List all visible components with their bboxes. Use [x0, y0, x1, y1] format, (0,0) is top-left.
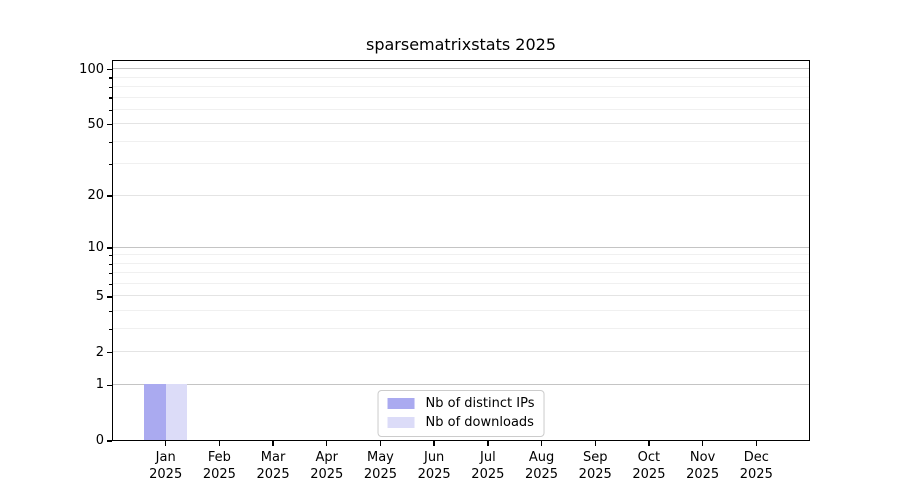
y-minor-tick-mark	[109, 109, 112, 111]
y-tick-label: 50	[87, 116, 104, 132]
x-tick-mark	[701, 441, 704, 446]
x-tick-mark	[755, 441, 757, 446]
y-gridline	[113, 194, 809, 196]
y-gridline	[113, 272, 809, 274]
x-tick-mark	[379, 441, 382, 446]
x-tick-label: Apr 2025	[310, 450, 344, 482]
x-tick-mark	[540, 441, 543, 446]
y-minor-tick-mark	[109, 124, 112, 126]
x-tick-mark	[487, 441, 489, 446]
x-tick-mark	[326, 441, 328, 446]
legend-swatch-downloads-icon	[387, 417, 415, 428]
y-minor-tick-mark	[109, 310, 112, 313]
x-tick-mark	[272, 441, 274, 446]
y-minor-tick-mark	[109, 263, 112, 265]
y-tick-label: 5	[95, 288, 104, 304]
y-gridline	[113, 140, 809, 142]
y-gridline	[113, 327, 809, 329]
y-tick-mark	[107, 69, 112, 71]
y-gridline	[113, 246, 809, 248]
legend: Nb of distinct IPs Nb of downloads	[377, 390, 545, 437]
x-tick-label: Aug 2025	[524, 450, 559, 482]
x-tick-label: Jun 2025	[417, 450, 451, 482]
x-tick-label: Nov 2025	[686, 450, 720, 482]
legend-item-distinct-ips: Nb of distinct IPs	[387, 396, 535, 411]
y-gridline	[113, 351, 809, 353]
y-gridline	[113, 383, 809, 385]
y-tick-label: 1	[95, 377, 104, 393]
y-tick-mark	[107, 384, 112, 386]
y-gridline	[113, 96, 809, 98]
y-tick-label: 0	[95, 433, 104, 448]
legend-swatch-distinct-ips-icon	[387, 398, 415, 409]
y-minor-tick-mark	[109, 328, 112, 331]
y-gridline	[113, 86, 809, 87]
y-gridline	[113, 76, 809, 78]
plot-area	[112, 60, 810, 441]
y-gridline	[113, 68, 809, 70]
bar-distinct-ips	[144, 384, 166, 440]
x-tick-label: Dec 2025	[739, 450, 773, 482]
y-minor-tick-mark	[109, 164, 112, 166]
x-tick-mark	[648, 441, 650, 446]
legend-item-downloads: Nb of downloads	[387, 415, 535, 430]
y-minor-tick-mark	[109, 283, 112, 286]
x-tick-label: May 2025	[363, 450, 397, 482]
y-minor-tick-mark	[109, 141, 112, 143]
y-minor-tick-mark	[109, 86, 112, 89]
legend-label-distinct-ips: Nb of distinct IPs	[425, 396, 535, 411]
y-tick-mark	[107, 440, 112, 442]
y-tick-mark	[107, 247, 112, 249]
x-tick-label: Jan 2025	[149, 450, 183, 482]
x-tick-mark	[218, 441, 221, 446]
y-minor-tick-mark	[109, 97, 112, 99]
bar-downloads	[165, 384, 188, 440]
y-tick-label: 100	[79, 61, 104, 77]
y-gridline	[113, 163, 809, 165]
x-tick-label: Jul 2025	[471, 450, 505, 482]
y-minor-tick-mark	[109, 351, 112, 354]
x-tick-label: Feb 2025	[202, 450, 236, 482]
y-minor-tick-mark	[109, 273, 112, 275]
x-tick-mark	[433, 441, 435, 446]
y-tick-label: 2	[95, 344, 104, 360]
y-gridline	[113, 254, 809, 256]
y-minor-tick-mark	[109, 77, 112, 79]
chart-title: sparsematrixstats 2025	[365, 35, 557, 54]
legend-label-downloads: Nb of downloads	[425, 415, 534, 430]
y-gridline	[113, 295, 809, 297]
y-tick-label: 10	[87, 240, 104, 256]
y-gridline	[113, 123, 809, 125]
y-minor-tick-mark	[109, 255, 112, 257]
y-minor-tick-mark	[109, 296, 112, 298]
y-tick-label: 20	[87, 188, 104, 204]
y-gridline	[113, 262, 809, 264]
x-tick-label: Sep 2025	[578, 450, 612, 482]
y-gridline	[113, 282, 809, 284]
x-tick-mark	[164, 441, 167, 446]
x-tick-label: Mar 2025	[256, 450, 290, 482]
y-gridline	[113, 310, 809, 312]
y-minor-tick-mark	[109, 195, 112, 197]
x-tick-mark	[594, 441, 596, 446]
y-gridline	[113, 108, 809, 110]
x-tick-label: Oct 2025	[632, 450, 666, 482]
